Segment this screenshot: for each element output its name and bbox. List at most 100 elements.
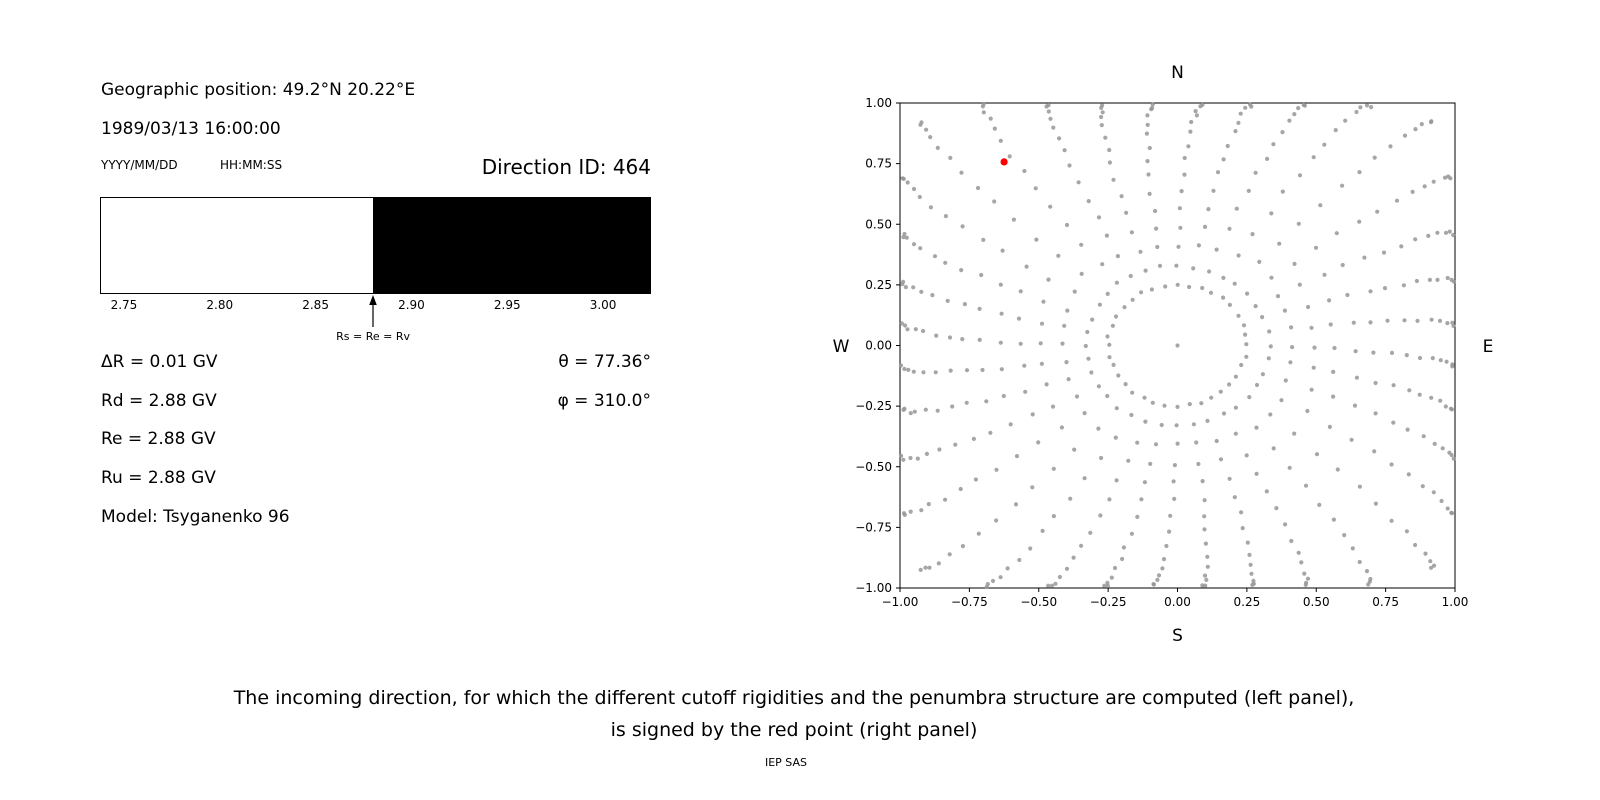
direction-grid-point	[1205, 418, 1210, 423]
direction-grid-point	[918, 246, 923, 251]
direction-grid-point	[1071, 555, 1076, 560]
direction-grid-point	[1057, 574, 1062, 580]
direction-grid-point	[1105, 580, 1110, 585]
direction-grid-point	[1057, 136, 1062, 141]
direction-grid-point	[1129, 412, 1134, 418]
direction-grid-point	[1082, 411, 1087, 416]
direction-grid-point	[976, 531, 981, 536]
direction-grid-point	[1334, 231, 1339, 236]
geographic-position-text: Geographic position: 49.2°N 20.22°E	[101, 80, 416, 100]
direction-grid-point	[932, 254, 938, 259]
direction-grid-point	[1236, 120, 1241, 125]
direction-grid-point	[1064, 222, 1070, 228]
direction-grid-point	[1399, 244, 1404, 249]
direction-grid-point	[900, 282, 905, 287]
direction-grid-point	[1312, 345, 1317, 350]
direction-grid-point	[1289, 538, 1294, 544]
direction-grid-point	[1401, 283, 1406, 288]
direction-grid-point	[1415, 318, 1420, 323]
direction-grid-point	[1115, 254, 1120, 259]
direction-grid-point	[1448, 406, 1453, 411]
direction-grid-point	[1050, 404, 1056, 409]
direction-grid-point	[1268, 344, 1273, 349]
direction-grid-point	[1249, 104, 1254, 109]
direction-grid-point	[928, 135, 933, 140]
direction-grid-point	[1317, 502, 1322, 507]
direction-grid-point	[1142, 395, 1147, 400]
direction-grid-point	[1162, 403, 1167, 408]
direction-grid-point	[1232, 495, 1237, 500]
direction-grid-point	[1150, 102, 1155, 107]
direction-grid-point	[1096, 215, 1102, 220]
direction-grid-point	[1007, 154, 1012, 159]
direction-grid-point	[1302, 571, 1307, 576]
direction-grid-point	[998, 575, 1003, 580]
direction-grid-point	[1309, 325, 1314, 330]
direction-grid-point	[1129, 230, 1134, 235]
direction-grid-point	[899, 321, 905, 326]
direction-grid-point	[1129, 531, 1134, 536]
direction-grid-point	[1233, 129, 1238, 134]
direction-grid-point	[1271, 446, 1276, 451]
direction-grid-point	[1149, 106, 1155, 111]
direction-grid-point	[1202, 224, 1208, 229]
direction-grid-point	[1085, 329, 1090, 335]
direction-grid-point	[1318, 203, 1323, 208]
direction-grid-point	[1372, 449, 1377, 454]
direction-grid-point	[1280, 189, 1285, 194]
direction-grid-point	[1402, 318, 1407, 323]
direction-grid-point	[1451, 323, 1456, 328]
direction-grid-point	[1269, 275, 1274, 280]
direction-grid-point	[1275, 294, 1281, 299]
direction-grid-point	[1072, 447, 1077, 452]
x-tick-label: 1.00	[1442, 595, 1469, 609]
direction-grid-point	[1178, 225, 1183, 230]
direction-grid-point	[1218, 389, 1223, 394]
direction-grid-point	[913, 327, 918, 332]
direction-grid-point	[1144, 131, 1149, 136]
y-tick-label: 0.25	[865, 278, 892, 292]
direction-grid-point	[908, 509, 913, 514]
direction-grid-point	[1280, 130, 1285, 135]
direction-grid-point	[1051, 514, 1056, 519]
direction-grid-point	[1018, 341, 1023, 346]
direction-grid-point	[1313, 245, 1319, 250]
direction-grid-point	[921, 328, 926, 334]
direction-grid-point	[973, 477, 979, 482]
direction-grid-point	[1311, 365, 1316, 370]
y-tick-label: 1.00	[865, 96, 892, 110]
bar-x-tick-label: 2.85	[302, 298, 329, 312]
direction-grid-point	[1116, 373, 1121, 378]
direction-grid-point	[1200, 583, 1205, 588]
direction-grid-point	[901, 279, 906, 284]
direction-grid-point	[1155, 577, 1160, 583]
direction-grid-point	[1247, 395, 1252, 400]
direction-grid-point	[1046, 103, 1051, 108]
direction-grid-point	[899, 453, 904, 458]
direction-grid-point	[1267, 329, 1272, 334]
direction-grid-point	[902, 512, 907, 518]
incoming-direction-red-point	[1000, 158, 1008, 166]
direction-grid-point	[1244, 453, 1249, 458]
direction-grid-point	[1023, 389, 1028, 394]
direction-grid-point	[1107, 147, 1112, 153]
y-tick-label: −0.25	[855, 399, 892, 413]
direction-grid-point	[1299, 560, 1304, 565]
direction-grid-point	[1105, 583, 1110, 588]
direction-grid-point	[960, 544, 966, 549]
direction-grid-point	[1368, 320, 1373, 325]
direction-grid-point	[1410, 189, 1415, 194]
direction-grid-point	[937, 447, 942, 452]
direction-grid-point	[1107, 160, 1112, 165]
direction-grid-point	[1139, 290, 1144, 295]
direction-grid-point	[1090, 317, 1095, 322]
direction-grid-point	[1394, 198, 1400, 203]
bar-x-tick-label: 2.90	[398, 298, 425, 312]
bar-x-tick-label: 3.00	[589, 298, 617, 312]
direction-grid-point	[1130, 297, 1135, 302]
direction-grid-point	[1432, 441, 1437, 446]
direction-grid-point	[1196, 461, 1201, 467]
direction-grid-point	[1381, 250, 1387, 255]
direction-grid-point	[1051, 125, 1056, 130]
direction-grid-point	[1151, 582, 1156, 587]
